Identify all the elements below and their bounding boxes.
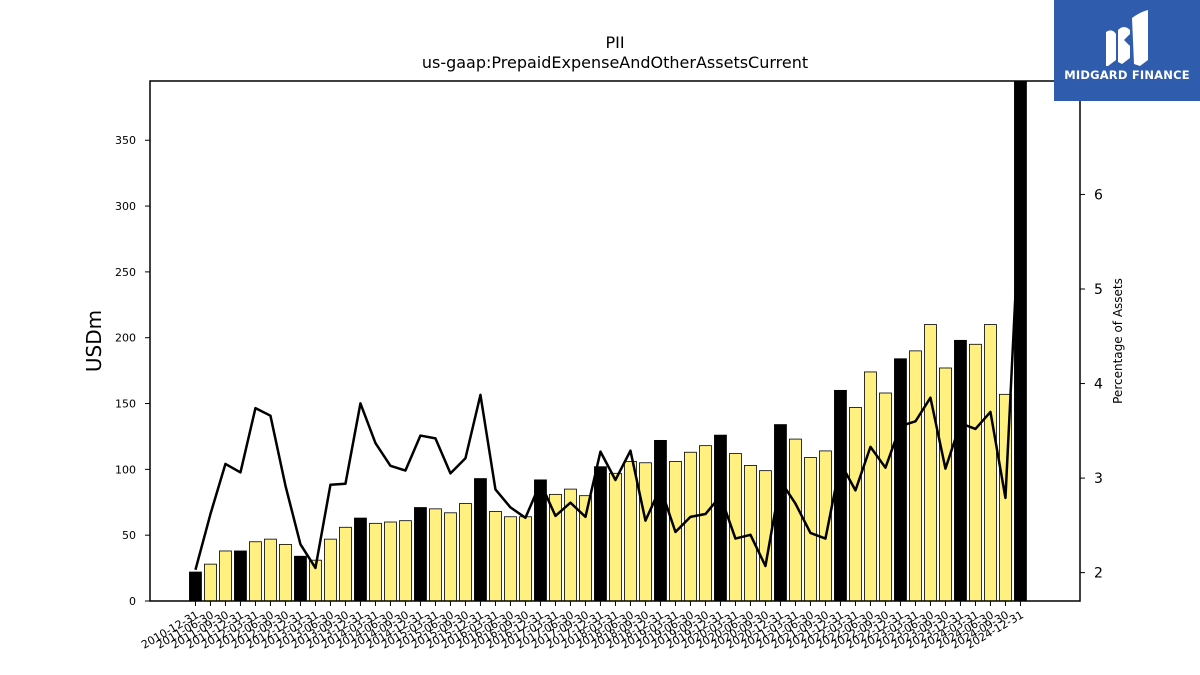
y2-tick-label: 4 [1094,377,1103,393]
bar-2016-12-31 [534,479,547,602]
bar-2015-06-30 [444,512,457,602]
y2-tick-label: 6 [1094,187,1103,203]
y-axis-ticks: 0 50 100 150 200 250 300 350 [115,134,150,608]
bar-2023-03-31 [909,350,922,602]
y2-axis-ticks: 2 3 4 5 6 [1080,187,1103,582]
chart-title: PII [605,33,624,52]
bar-2023-06-30 [924,324,937,602]
bar-2013-12-31 [354,517,367,602]
y-tick-label: 350 [115,134,136,147]
bar-2024-03-31 [969,343,982,602]
y2-tick-label: 3 [1094,471,1103,487]
bar-2014-06-30 [384,521,397,602]
bar-2010-12-31 [189,571,202,602]
bar-2019-06-30 [684,451,697,602]
bar-2021-09-30 [819,450,832,602]
bar-2011-12-31 [234,550,247,602]
y2-tick-label: 2 [1094,566,1103,582]
bar-2016-09-30 [519,516,532,602]
y-axis-label: USDm [82,310,106,372]
bar-2018-09-30 [639,462,652,602]
bar-2016-06-30 [504,516,517,602]
bar-2015-12-31 [474,478,487,602]
bar-2011-09-30 [219,550,232,602]
y-tick-label: 300 [115,200,136,213]
bar-2023-12-31 [954,339,967,602]
bar-2019-12-31 [714,434,727,602]
bar-2021-03-31 [789,438,802,602]
bar-2017-03-31 [549,493,562,602]
y-tick-label: 250 [115,266,136,279]
bar-2016-03-31 [489,511,502,602]
brand-logo: MIDGARD FINANCE [1054,0,1200,101]
bar-2020-12-31 [774,424,787,602]
bar-2018-12-31 [654,439,667,602]
bar-2017-12-31 [594,466,607,602]
bar-2022-06-30 [864,371,877,602]
bar-2015-09-30 [459,503,472,602]
bar-2018-06-30 [624,461,637,602]
bar-2011-06-30 [204,563,217,602]
bar-2022-12-31 [894,358,907,602]
bar-2012-06-30 [264,538,277,602]
midgard-logo-icon [1106,10,1148,66]
bar-2014-12-31 [414,507,427,602]
bar-2012-12-31 [294,555,307,602]
bar-2014-09-30 [399,520,412,602]
y2-tick-label: 5 [1094,282,1103,298]
x-axis-ticks: 2010-12-312011-06-302011-09-302011-12-31… [139,601,1026,652]
y-tick-label: 50 [122,529,136,542]
bar-2013-06-30 [324,538,337,602]
y-tick-label: 150 [115,398,136,411]
bar-2023-09-30 [939,367,952,602]
y-tick-label: 0 [129,595,136,608]
percentage-line [194,192,1022,571]
bar-2024-12-31 [1014,80,1027,602]
bar-2015-03-31 [429,508,442,602]
bar-2014-03-31 [369,522,382,602]
plot-frame [149,80,1081,602]
brand-name: MIDGARD FINANCE [1064,68,1190,82]
bar-2012-03-31 [249,541,262,602]
bar-2018-03-31 [609,472,622,602]
bar-2020-06-30 [744,465,757,602]
bar-series [189,80,1027,602]
y-tick-label: 100 [115,463,136,476]
chart-subtitle: us-gaap:PrepaidExpenseAndOtherAssetsCurr… [422,53,808,72]
bar-2019-09-30 [699,445,712,602]
bar-2022-03-31 [849,407,862,602]
y2-axis-label: Percentage of Assets [1111,278,1125,404]
bar-2024-06-30 [984,324,997,602]
bar-2013-09-30 [339,526,352,602]
bar-2022-09-30 [879,392,892,602]
y-tick-label: 200 [115,332,136,345]
bar-2012-09-30 [279,543,292,602]
bar-2021-12-31 [834,389,847,602]
bar-2021-06-30 [804,457,817,602]
